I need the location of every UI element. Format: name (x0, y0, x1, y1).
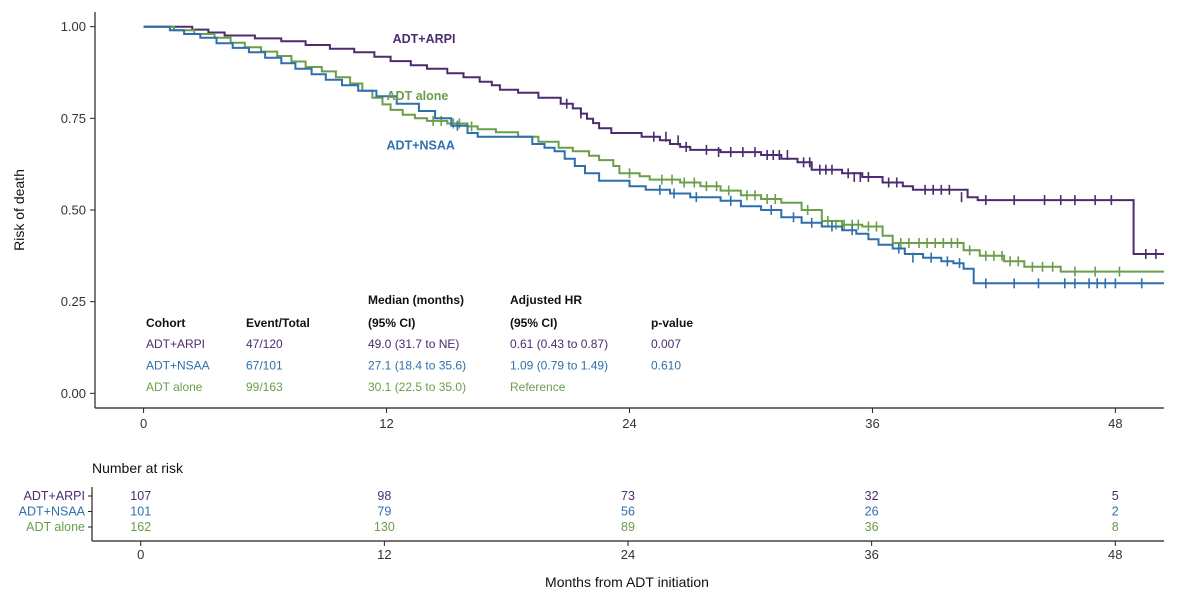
survival-curves (143, 25, 1164, 289)
km-plot: ADT+ARPI ADT alone ADT+NSAA Median (months… (11, 12, 1164, 431)
risk-rows: ADT+ARPI 107 98 73 32 5 ADT+NSAA 101 79 56 26 2 ADT … (19, 489, 1119, 534)
risk-count-nsaa: 56 (621, 505, 635, 519)
summary-nsaa-cohort: ADT+NSAA (146, 359, 210, 373)
curve-label-alone: ADT alone (387, 89, 449, 103)
risk-count-nsaa: 79 (377, 505, 391, 519)
header-cohort: Cohort (146, 316, 185, 330)
risk-count-alone: 130 (374, 520, 395, 534)
number-at-risk-table: Number at risk ADT+ARPI 107 98 73 32 5 ADT+NSA… (19, 460, 1164, 562)
risk-row-label-nsaa: ADT+NSAA (19, 505, 86, 519)
summary-nsaa-pvalue: 0.610 (651, 359, 681, 373)
risk-count-arpi: 98 (377, 489, 391, 503)
risk-row-label-arpi: ADT+ARPI (24, 489, 85, 503)
curve-labels: ADT+ARPI ADT alone ADT+NSAA (387, 32, 456, 152)
y-tick-label: 0.75 (61, 111, 86, 126)
x-tick-label: 0 (140, 416, 147, 431)
summary-alone-events: 99/163 (246, 380, 283, 394)
curve-nsaa (143, 25, 1164, 285)
summary-nsaa-hr: 1.09 (0.79 to 1.49) (510, 359, 608, 373)
risk-x-tick-label: 0 (137, 547, 144, 562)
risk-x-tick-label: 48 (1108, 547, 1122, 562)
curve-label-arpi: ADT+ARPI (393, 32, 456, 46)
summary-rows: ADT+ARPI 47/120 49.0 (31.7 to NE) 0.61 (0.4… (146, 337, 681, 394)
curve-arpi (143, 25, 1164, 255)
risk-table-title: Number at risk (92, 460, 184, 476)
y-tick-label: 1.00 (61, 19, 86, 34)
risk-count-nsaa: 101 (130, 505, 151, 519)
risk-x-tick-label: 24 (621, 547, 635, 562)
risk-count-alone: 8 (1112, 520, 1119, 534)
risk-count-nsaa: 2 (1112, 505, 1119, 519)
y-tick-label: 0.25 (61, 294, 86, 309)
risk-count-alone: 89 (621, 520, 635, 534)
y-tick-label: 0.50 (61, 203, 86, 218)
header-pvalue: p-value (651, 316, 693, 330)
y-tick-label: 0.00 (61, 386, 86, 401)
y-axis: 0.00 0.25 0.50 0.75 1.00 (61, 12, 96, 408)
risk-count-arpi: 107 (130, 489, 151, 503)
summary-table: Median (months) Adjusted HR Cohort Event… (146, 293, 693, 394)
header-events: Event/Total (246, 316, 310, 330)
risk-count-arpi: 5 (1112, 489, 1119, 503)
risk-count-alone: 36 (865, 520, 879, 534)
risk-x-ticks: 0 12 24 36 48 (137, 541, 1123, 562)
curve-alone (143, 25, 1164, 273)
x-tick-label: 48 (1108, 416, 1122, 431)
x-axis-title: Months from ADT initiation (545, 574, 709, 590)
header-median-line1: Median (months) (368, 293, 464, 307)
risk-count-arpi: 32 (865, 489, 879, 503)
summary-arpi-median: 49.0 (31.7 to NE) (368, 337, 459, 351)
risk-count-nsaa: 26 (865, 505, 879, 519)
header-median-line2: (95% CI) (368, 316, 415, 330)
header-hr-line2: (95% CI) (510, 316, 557, 330)
x-tick-label: 24 (622, 416, 636, 431)
risk-count-arpi: 73 (621, 489, 635, 503)
summary-arpi-pvalue: 0.007 (651, 337, 681, 351)
curve-label-nsaa: ADT+NSAA (387, 139, 455, 153)
x-tick-label: 12 (379, 416, 393, 431)
summary-alone-cohort: ADT alone (146, 380, 203, 394)
risk-row-label-alone: ADT alone (26, 520, 85, 534)
risk-x-tick-label: 36 (864, 547, 878, 562)
summary-nsaa-events: 67/101 (246, 359, 283, 373)
y-axis-title: Risk of death (11, 169, 27, 251)
header-hr-line1: Adjusted HR (510, 293, 582, 307)
summary-arpi-events: 47/120 (246, 337, 283, 351)
risk-count-alone: 162 (130, 520, 151, 534)
x-axis: 0 12 24 36 48 (95, 407, 1164, 431)
summary-alone-hr: Reference (510, 380, 566, 394)
summary-arpi-hr: 0.61 (0.43 to 0.87) (510, 337, 608, 351)
summary-alone-median: 30.1 (22.5 to 35.0) (368, 380, 466, 394)
summary-nsaa-median: 27.1 (18.4 to 35.6) (368, 359, 466, 373)
summary-arpi-cohort: ADT+ARPI (146, 337, 205, 351)
risk-x-tick-label: 12 (377, 547, 391, 562)
x-tick-label: 36 (865, 416, 879, 431)
